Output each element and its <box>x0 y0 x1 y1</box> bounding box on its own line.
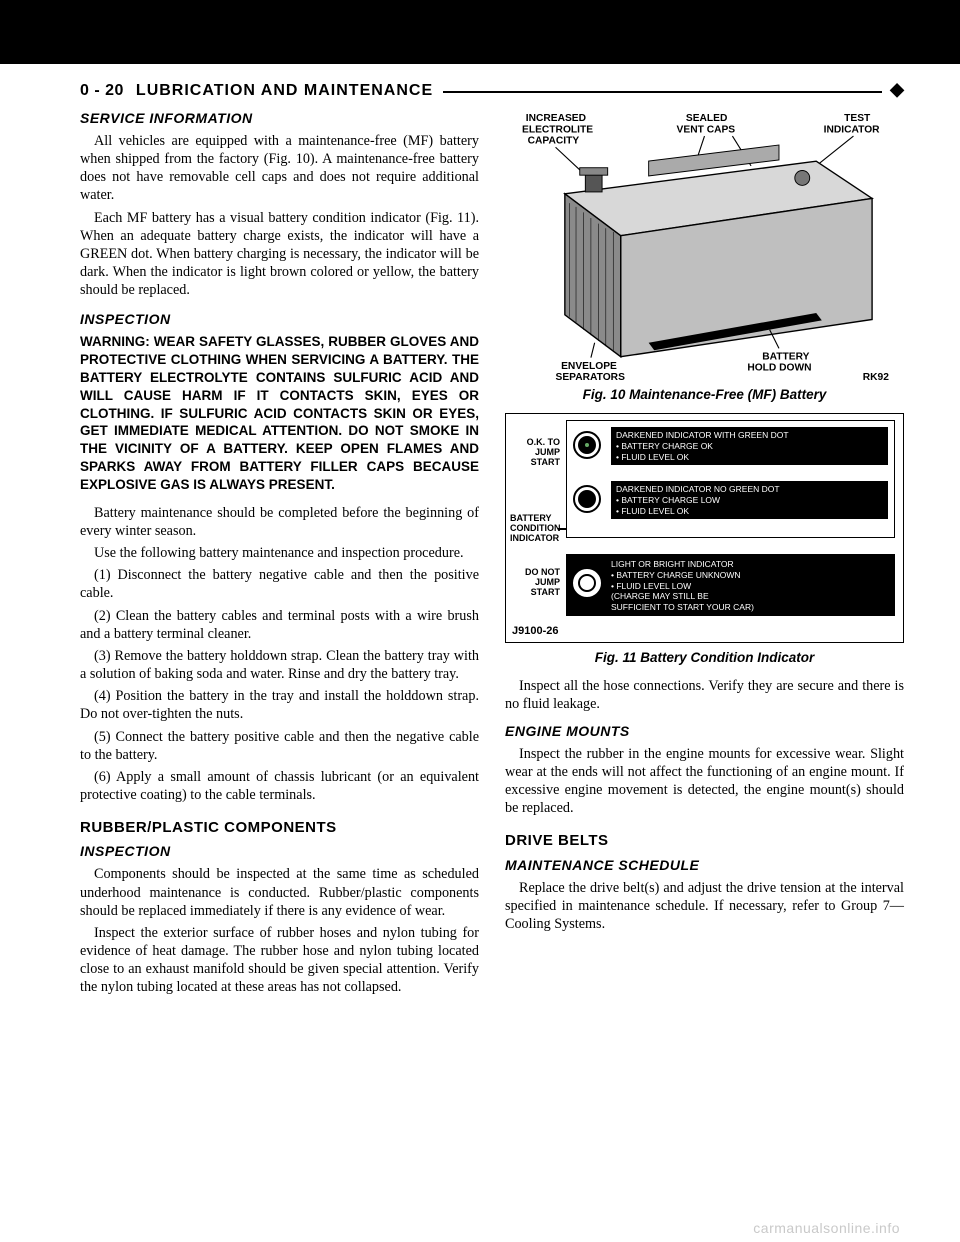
heading-rubber-plastic: RUBBER/PLASTIC COMPONENTS <box>80 818 479 837</box>
figure-11: DARKENED INDICATOR WITH GREEN DOT • BATT… <box>505 413 904 666</box>
svg-text:ENVELOPE: ENVELOPE <box>561 361 617 372</box>
step: (3) Remove the battery holddown strap. C… <box>80 647 479 683</box>
status-bullet: • FLUID LEVEL LOW <box>611 581 888 592</box>
svg-text:BATTERY: BATTERY <box>762 352 809 363</box>
status-bullet: • FLUID LEVEL OK <box>616 506 883 517</box>
status-light: LIGHT OR BRIGHT INDICATOR • BATTERY CHAR… <box>611 559 888 612</box>
status-title: DARKENED INDICATOR NO GREEN DOT <box>616 484 883 495</box>
svg-text:SEPARATORS: SEPARATORS <box>556 372 626 380</box>
right-column: INCREASED ELECTROLITE CAPACITY SEALED VE… <box>505 110 904 1001</box>
indicator-upper: DARKENED INDICATOR WITH GREEN DOT • BATT… <box>566 420 895 538</box>
status-green-dot: DARKENED INDICATOR WITH GREEN DOT • BATT… <box>611 427 888 465</box>
status-bullet: SUFFICIENT TO START YOUR CAR) <box>611 602 888 613</box>
svg-text:VENT CAPS: VENT CAPS <box>677 124 736 135</box>
status-title: LIGHT OR BRIGHT INDICATOR <box>611 559 888 570</box>
page-number: 0 - 20 <box>80 82 124 100</box>
status-bullet: • FLUID LEVEL OK <box>616 452 883 463</box>
indicator-dot-icon <box>573 569 601 597</box>
header-rule <box>443 89 882 93</box>
indicator-diagram: DARKENED INDICATOR WITH GREEN DOT • BATT… <box>505 413 904 643</box>
step: (2) Clean the battery cables and termina… <box>80 607 479 643</box>
page: 0 - 20 LUBRICATION AND MAINTENANCE ◆ SER… <box>0 0 960 1242</box>
step: (6) Apply a small amount of chassis lubr… <box>80 768 479 804</box>
para: All vehicles are equipped with a mainten… <box>80 132 479 205</box>
do-not-jump-label: DO NOT JUMP START <box>518 568 560 598</box>
para: Each MF battery has a visual battery con… <box>80 209 479 300</box>
fig11-caption: Fig. 11 Battery Condition Indicator <box>505 649 904 666</box>
watermark-bottom: carmanualsonline.info <box>753 1220 900 1236</box>
svg-text:INDICATOR: INDICATOR <box>824 124 881 135</box>
heading-inspection: INSPECTION <box>80 311 479 329</box>
svg-text:HOLD DOWN: HOLD DOWN <box>747 363 811 374</box>
content-area: 0 - 20 LUBRICATION AND MAINTENANCE ◆ SER… <box>0 64 960 1001</box>
svg-text:CAPACITY: CAPACITY <box>528 136 580 147</box>
warning-block: WARNING: WEAR SAFETY GLASSES, RUBBER GLO… <box>80 333 479 493</box>
indicator-dot-icon <box>573 485 601 513</box>
fig10-caption: Fig. 10 Maintenance-Free (MF) Battery <box>505 386 904 403</box>
svg-text:TEST: TEST <box>844 113 871 124</box>
heading-inspection-2: INSPECTION <box>80 843 479 861</box>
heading-maintenance-schedule: MAINTENANCE SCHEDULE <box>505 857 904 875</box>
heading-service-info: SERVICE INFORMATION <box>80 110 479 128</box>
svg-text:RK92: RK92 <box>863 372 889 380</box>
para: Inspect the exterior surface of rubber h… <box>80 924 479 997</box>
svg-text:INCREASED: INCREASED <box>526 113 586 124</box>
left-column: SERVICE INFORMATION All vehicles are equ… <box>80 110 479 1001</box>
status-bullet: • BATTERY CHARGE LOW <box>616 495 883 506</box>
svg-text:SEALED: SEALED <box>686 113 728 124</box>
indicator-lower: LIGHT OR BRIGHT INDICATOR • BATTERY CHAR… <box>566 554 895 616</box>
para: Inspect the rubber in the engine mounts … <box>505 745 904 818</box>
leader-line <box>558 528 566 530</box>
battery-condition-label: BATTERY CONDITION INDICATOR <box>510 514 562 544</box>
battery-svg: INCREASED ELECTROLITE CAPACITY SEALED VE… <box>505 110 904 380</box>
para: Use the following battery maintenance an… <box>80 544 479 562</box>
top-black-bar <box>0 0 960 64</box>
para: Replace the drive belt(s) and adjust the… <box>505 879 904 934</box>
status-title: DARKENED INDICATOR WITH GREEN DOT <box>616 430 883 441</box>
para: Components should be inspected at the sa… <box>80 865 479 920</box>
diamond-icon: ◆ <box>890 80 904 98</box>
figure-10: INCREASED ELECTROLITE CAPACITY SEALED VE… <box>505 110 904 403</box>
step: (1) Disconnect the battery negative cabl… <box>80 566 479 602</box>
status-bullet: • BATTERY CHARGE UNKNOWN <box>611 570 888 581</box>
para: Inspect all the hose connections. Verify… <box>505 677 904 713</box>
status-bullet: (CHARGE MAY STILL BE <box>611 591 888 602</box>
page-title: LUBRICATION AND MAINTENANCE <box>136 82 433 100</box>
para: Battery maintenance should be completed … <box>80 504 479 540</box>
two-column-layout: SERVICE INFORMATION All vehicles are equ… <box>80 110 904 1001</box>
heading-engine-mounts: ENGINE MOUNTS <box>505 723 904 741</box>
status-bullet: • BATTERY CHARGE OK <box>616 441 883 452</box>
status-no-green: DARKENED INDICATOR NO GREEN DOT • BATTER… <box>611 481 888 519</box>
figure-code: J9100-26 <box>512 624 559 638</box>
page-header: 0 - 20 LUBRICATION AND MAINTENANCE ◆ <box>80 82 904 100</box>
indicator-dot-icon <box>573 431 601 459</box>
step: (4) Position the battery in the tray and… <box>80 687 479 723</box>
step: (5) Connect the battery positive cable a… <box>80 728 479 764</box>
ok-jump-label: O.K. TO JUMP START <box>516 438 560 468</box>
heading-drive-belts: DRIVE BELTS <box>505 831 904 850</box>
svg-text:ELECTROLITE: ELECTROLITE <box>522 124 593 135</box>
